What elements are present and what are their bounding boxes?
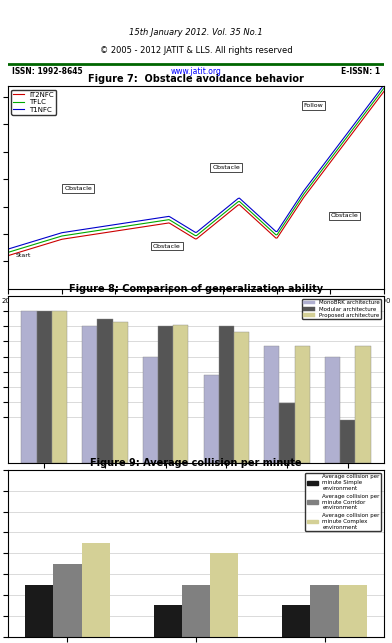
Bar [52, 311, 67, 462]
Bar [234, 332, 249, 462]
TFLC [7, 248, 11, 256]
Bar [340, 420, 355, 462]
Text: Obstacle: Obstacle [330, 213, 358, 219]
Bar [264, 346, 279, 462]
Title: Figure 7:  Obstacle avoidance behavior: Figure 7: Obstacle avoidance behavior [88, 74, 304, 84]
Bar [22, 311, 37, 462]
Legend: IT2NFC, TFLC, T1NFC: IT2NFC, TFLC, T1NFC [11, 89, 56, 114]
Bar [279, 403, 295, 462]
T1NFC [236, 195, 241, 203]
Bar [355, 346, 370, 462]
Bar [97, 319, 113, 462]
Bar [182, 584, 210, 637]
Bar [295, 346, 310, 462]
IT2NFC [382, 87, 387, 95]
Bar [143, 356, 158, 462]
T1NFC [228, 201, 233, 208]
IT2NFC [347, 134, 351, 141]
TFLC [230, 203, 234, 211]
Text: ISSN: 1992-8645: ISSN: 1992-8645 [12, 67, 82, 76]
IT2NFC [230, 206, 234, 214]
IT2NFC [7, 251, 11, 259]
Bar [203, 375, 219, 462]
Text: 15th January 2012. Vol. 35 No.1: 15th January 2012. Vol. 35 No.1 [129, 28, 263, 37]
T1NFC [382, 81, 387, 89]
T1NFC [347, 127, 351, 135]
Bar [210, 553, 238, 637]
Text: E-ISSN: 1: E-ISSN: 1 [341, 67, 380, 76]
TFLC [323, 162, 327, 170]
T1NFC [7, 245, 11, 253]
Bar [219, 326, 234, 462]
Bar [82, 543, 110, 637]
Bar [53, 564, 82, 637]
X-axis label: environments: environments [170, 491, 222, 500]
Bar [25, 584, 53, 637]
Text: Obstacle: Obstacle [212, 165, 240, 170]
Bar [282, 605, 310, 637]
TFLC [347, 131, 351, 138]
X-axis label: x - Position (cm): x - Position (cm) [162, 310, 230, 319]
Legend: Average collision per
minute Simple
environment, Average collision per
minute Co: Average collision per minute Simple envi… [305, 473, 381, 532]
T1NFC [5, 245, 10, 253]
Text: Obstacle: Obstacle [64, 186, 92, 191]
Legend: MonoBRK architecture, Modular architecture, Proposed architecture: MonoBRK architecture, Modular architectu… [302, 299, 381, 320]
IT2NFC [5, 252, 10, 260]
TFLC [5, 249, 10, 257]
TFLC [236, 198, 241, 206]
Bar [173, 325, 189, 462]
IT2NFC [236, 201, 241, 209]
Title: Figure 8: Comparison of generalization ability: Figure 8: Comparison of generalization a… [69, 284, 323, 294]
IT2NFC [228, 207, 233, 215]
Line: T1NFC: T1NFC [8, 85, 384, 249]
T1NFC [323, 159, 327, 167]
TFLC [228, 204, 233, 212]
Text: www.jatit.org: www.jatit.org [171, 67, 221, 76]
Title: Figure 9: Average collision per minute: Figure 9: Average collision per minute [90, 458, 302, 468]
Bar [310, 584, 339, 637]
Bar [154, 605, 182, 637]
Bar [82, 326, 97, 462]
Bar [339, 584, 367, 637]
TFLC [382, 84, 387, 92]
Text: Obstacle: Obstacle [153, 244, 181, 248]
Bar [113, 322, 128, 462]
Bar [37, 311, 52, 462]
Text: Start: Start [16, 253, 31, 258]
Line: IT2NFC: IT2NFC [8, 91, 384, 256]
Text: © 2005 - 2012 JATIT & LLS. All rights reserved: © 2005 - 2012 JATIT & LLS. All rights re… [100, 46, 292, 55]
Bar [325, 356, 340, 462]
Text: Follow: Follow [303, 103, 323, 108]
Bar [158, 326, 173, 462]
IT2NFC [323, 165, 327, 173]
Line: TFLC: TFLC [8, 88, 384, 253]
T1NFC [230, 200, 234, 208]
